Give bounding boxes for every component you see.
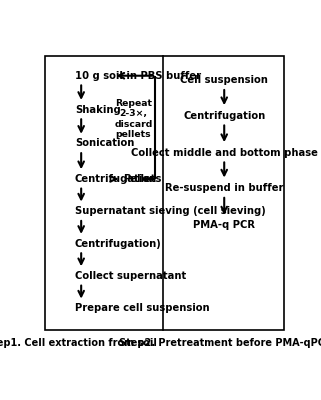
Text: Shaking: Shaking bbox=[75, 105, 121, 115]
Text: Centrifugation: Centrifugation bbox=[75, 174, 157, 184]
Text: Sonication: Sonication bbox=[75, 138, 134, 148]
Bar bbox=[45, 56, 284, 330]
Text: Re-suspend in buffer: Re-suspend in buffer bbox=[165, 183, 283, 193]
Text: Cell suspension: Cell suspension bbox=[180, 75, 268, 85]
Text: Collect supernatant: Collect supernatant bbox=[75, 271, 186, 281]
Text: Centrifugation): Centrifugation) bbox=[75, 238, 162, 248]
Text: Supernatant sieving (cell sieving): Supernatant sieving (cell sieving) bbox=[75, 206, 266, 216]
Text: Collect middle and bottom phase: Collect middle and bottom phase bbox=[131, 148, 318, 158]
Text: Step1. Cell extraction from soil: Step1. Cell extraction from soil bbox=[0, 338, 157, 348]
Text: Prepare cell suspension: Prepare cell suspension bbox=[75, 303, 210, 313]
Text: 10 g soil in PBS buffer: 10 g soil in PBS buffer bbox=[75, 71, 201, 81]
Text: Step2. Pretreatment before PMA-qPCR: Step2. Pretreatment before PMA-qPCR bbox=[119, 338, 321, 348]
Text: PMA-q PCR: PMA-q PCR bbox=[193, 220, 255, 230]
Text: Pellets: Pellets bbox=[124, 174, 162, 184]
Text: Centrifugation: Centrifugation bbox=[183, 111, 265, 121]
Text: Repeat
2-3×,
discard
pellets: Repeat 2-3×, discard pellets bbox=[114, 99, 152, 139]
